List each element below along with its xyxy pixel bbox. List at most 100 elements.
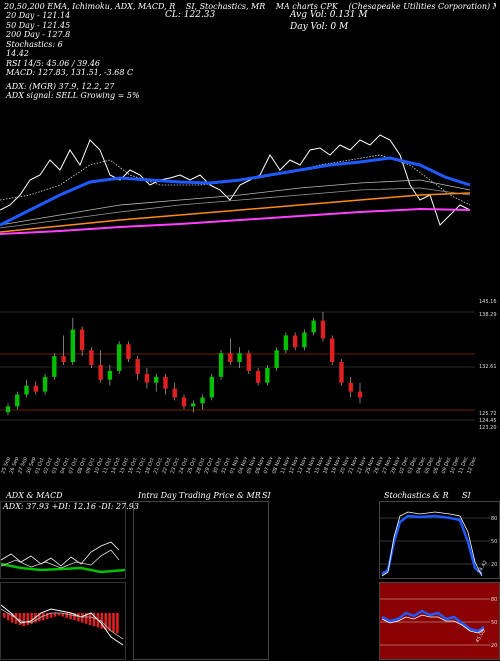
candle-body xyxy=(89,350,94,365)
date-tick: 25 Nov xyxy=(365,456,377,475)
macd-bar xyxy=(88,613,92,625)
date-tick: 02 Dec xyxy=(398,456,410,475)
date-tick: 29 Nov xyxy=(390,456,402,475)
candle-body xyxy=(154,376,159,383)
date-tick: 30 Oct xyxy=(212,457,223,475)
date-tick: 01 Oct xyxy=(34,457,45,475)
candle-body xyxy=(330,338,335,363)
date-tick: 26 Sep xyxy=(9,456,21,474)
rsi-grid-80: 80 xyxy=(491,597,497,603)
candle-body xyxy=(70,329,76,363)
date-tick: 18 Oct xyxy=(144,457,155,475)
date-tick: 10 Dec xyxy=(449,456,461,475)
candle-body xyxy=(283,335,289,351)
date-tick: 06 Dec xyxy=(432,456,444,475)
candle-body xyxy=(292,335,298,348)
date-tick: 25 Oct xyxy=(187,457,198,475)
date-tick: 03 Oct xyxy=(51,457,62,475)
date-tick: 15 Nov xyxy=(314,456,326,475)
candle-body xyxy=(5,406,11,413)
candle-body xyxy=(191,403,196,407)
ema50-line: 50 Day - 121.45 xyxy=(6,20,71,30)
candle-body xyxy=(348,382,353,392)
adx-panel: ADX: 37.93 +DI: 12.16 -DI: 27.93 xyxy=(0,501,139,579)
date-tick: 18 Nov xyxy=(322,456,334,475)
date-tick: 06 Nov xyxy=(254,456,266,475)
macd-bar xyxy=(30,613,33,624)
date-tick: 29 Oct xyxy=(204,457,215,475)
macd-line: MACD: 127.83, 131.51, -3.68 C xyxy=(6,68,134,77)
candle-body xyxy=(311,320,316,333)
macd-bar xyxy=(112,613,115,633)
ema-gray-1 xyxy=(0,179,471,226)
date-tick: 21 Oct xyxy=(153,457,164,475)
candle-body xyxy=(79,329,85,351)
date-tick: 21 Nov xyxy=(348,456,360,475)
candle-body xyxy=(255,370,261,383)
price-line xyxy=(0,134,471,226)
date-tick: 26 Nov xyxy=(373,456,385,475)
date-tick: 17 Oct xyxy=(136,457,147,475)
date-tick: 10 Oct xyxy=(93,457,104,475)
price-label-4: 124.45 xyxy=(479,418,497,424)
date-tick: 04 Nov xyxy=(237,456,249,475)
ema200 xyxy=(0,192,471,233)
candle-body xyxy=(15,394,20,407)
date-tick: 01 Nov xyxy=(229,456,241,475)
stoch-grid-20: 20 xyxy=(491,562,497,568)
ema-magenta xyxy=(0,207,471,235)
adx-chart xyxy=(1,541,126,574)
macd-bar xyxy=(100,613,104,629)
day-volume: Day Vol: 0 M xyxy=(290,22,349,32)
intraday-si: SI xyxy=(262,491,271,500)
date-tick: 15 Oct xyxy=(119,457,130,475)
rsi-chart: 80 50 20 45.06 xyxy=(380,597,497,649)
macd-bar xyxy=(6,613,10,621)
candles xyxy=(5,311,363,416)
ema50 xyxy=(0,156,471,227)
candle-body xyxy=(274,350,279,368)
candle-body xyxy=(339,362,344,383)
candle-body xyxy=(172,388,177,398)
date-tick: 08 Oct xyxy=(76,457,87,475)
date-tick: 11 Dec xyxy=(458,456,470,475)
candle-body xyxy=(126,344,131,360)
intraday-panel xyxy=(133,501,269,660)
date-tick: 08 Nov xyxy=(271,456,283,475)
date-tick: 24 Oct xyxy=(178,457,189,475)
macd-bar xyxy=(42,613,45,621)
ema-gray-2 xyxy=(0,187,471,229)
avg-volume: Avg Vol: 0.131 M xyxy=(290,10,368,20)
rsi-line: RSI 14/5: 45.06 / 39.46 xyxy=(6,58,100,68)
candle-body xyxy=(246,353,252,371)
date-tick: 13 Nov xyxy=(297,456,309,475)
top-line: 20,50,200 EMA, Ichimoku, ADX, MACD, R SI… xyxy=(4,2,496,11)
date-tick: 07 Oct xyxy=(68,457,79,475)
macd-bar xyxy=(22,613,26,627)
date-tick: 05 Nov xyxy=(246,456,258,475)
candle-body xyxy=(61,356,66,363)
macd-bar xyxy=(18,613,22,625)
candle-body xyxy=(98,365,103,380)
macd-bar xyxy=(116,613,119,634)
stochastics-panel: 80 50 20 14.42 xyxy=(379,501,500,579)
date-tick: 23 Oct xyxy=(170,457,181,475)
date-tick: 22 Nov xyxy=(356,456,368,475)
candle-body xyxy=(181,397,187,407)
macd-panel xyxy=(0,582,126,660)
macd-bar xyxy=(26,613,29,625)
stoch-value: 14.42 xyxy=(477,560,489,575)
macd-bar xyxy=(49,613,53,618)
date-tick: 05 Dec xyxy=(424,456,436,475)
candle-body xyxy=(116,344,122,371)
adx-line: ADX: (MGR) 37.9, 12.2, 27 xyxy=(6,81,115,91)
candle-body xyxy=(302,332,307,348)
top-line-part-1: 20,50,200 EMA, Ichimoku, ADX, MACD, R xyxy=(4,2,176,11)
candle-body xyxy=(265,367,270,383)
candle-body xyxy=(228,353,233,363)
macd-bar xyxy=(45,613,49,619)
candle-body xyxy=(209,376,214,398)
candle-body xyxy=(135,359,140,374)
candle-body xyxy=(107,370,113,380)
indicator-list: 20 Day - 121.14 50 Day - 121.45 200 Day … xyxy=(6,11,140,101)
